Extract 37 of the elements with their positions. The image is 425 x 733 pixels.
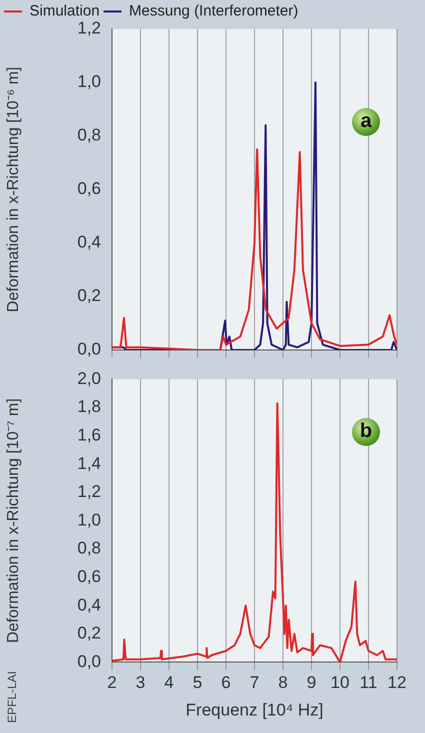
y-tick-label: 0,0 <box>77 340 101 359</box>
y-tick-label: 1,6 <box>77 425 101 444</box>
y-tick-label: 0,4 <box>77 232 101 252</box>
y-tick-label: 0,8 <box>77 126 101 145</box>
x-axis-title: Frequenz [10⁴ Hz] <box>186 700 324 720</box>
y-tick-label: 0,8 <box>77 538 101 558</box>
y-tick-label: 0,6 <box>77 179 101 198</box>
y-tick-label: 1,0 <box>77 72 101 92</box>
annotation: b <box>352 418 380 446</box>
y-tick-label: 0,4 <box>77 595 101 614</box>
y-tick-label: 1,2 <box>77 18 101 38</box>
x-tick-label: 9 <box>306 673 316 692</box>
x-tick-label: 2 <box>107 673 117 692</box>
x-tick-label: 8 <box>278 673 288 692</box>
x-tick-label: 12 <box>388 673 406 692</box>
x-tick-label: 7 <box>250 673 260 692</box>
y-tick-label: 1,2 <box>77 482 101 502</box>
y-tick-label: 1,0 <box>77 510 101 530</box>
y-tick-label: 1,8 <box>77 397 101 416</box>
y-tick-label: 1,4 <box>77 454 101 473</box>
text: EPFL-LAI <box>5 670 20 724</box>
x-tick-label: 11 <box>360 673 378 692</box>
legend-label: Messung (Interferometer) <box>129 2 298 20</box>
x-tick-label: 6 <box>221 673 231 692</box>
x-tick-label: 10 <box>330 673 350 692</box>
y-axis-title: Deformation in x-Richtung [10⁻⁷ m] <box>5 398 22 644</box>
y-tick-label: 2,0 <box>77 368 101 388</box>
y-axis-title: Deformation in x-Richtung [10⁻⁶ m] <box>5 66 22 312</box>
x-tick-label: 4 <box>164 673 174 692</box>
y-tick-label: 0,2 <box>77 624 101 643</box>
y-tick-label: 0,6 <box>77 566 101 586</box>
annotation: a <box>352 108 380 136</box>
legend-label: Simulation <box>30 2 100 20</box>
x-tick-label: 5 <box>192 673 202 692</box>
y-tick-label: 0,0 <box>77 652 101 671</box>
y-tick-label: 0,2 <box>77 286 101 306</box>
x-tick-label: 3 <box>136 673 146 692</box>
